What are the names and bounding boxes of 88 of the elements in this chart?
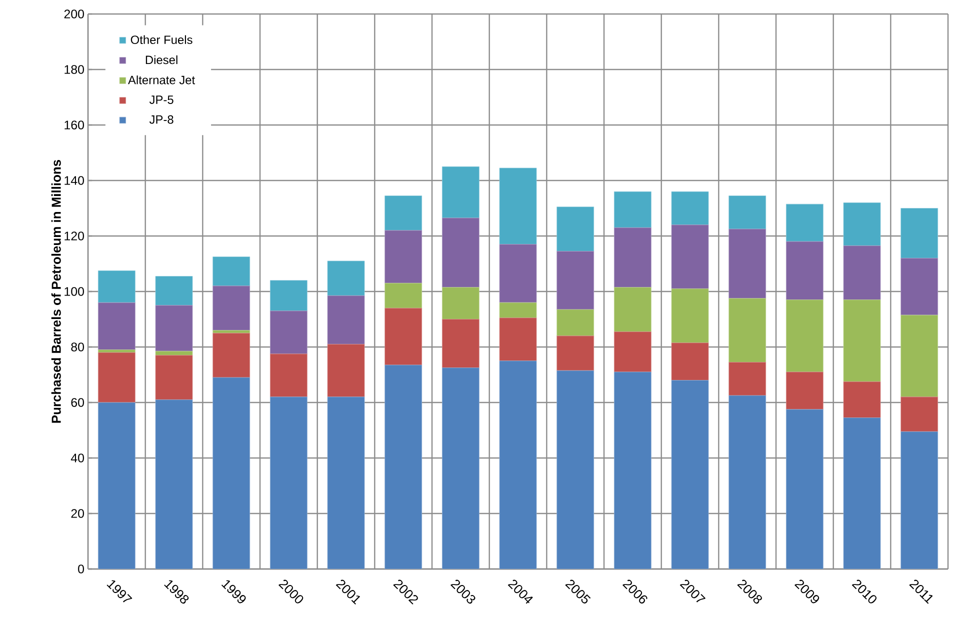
bar (327, 295, 365, 344)
bar (556, 336, 594, 371)
bar (327, 344, 365, 398)
bar (499, 302, 537, 318)
bar (728, 298, 766, 362)
y-tick-label: 160 (64, 120, 84, 130)
bar (614, 191, 652, 228)
bar (212, 378, 250, 569)
y-tick-label: 20 (71, 509, 84, 518)
bar (843, 300, 881, 382)
bar (156, 400, 193, 569)
legend-label: Alternate Jet (128, 75, 195, 84)
bar (556, 206, 594, 252)
bar (98, 352, 136, 403)
bar (786, 372, 824, 410)
y-tick-label: 80 (71, 342, 84, 352)
bar (442, 319, 480, 368)
legend-label: Diesel (146, 55, 178, 64)
bar (786, 409, 824, 569)
y-tick-label: 180 (64, 65, 84, 74)
bar (98, 402, 136, 569)
bar (212, 330, 250, 334)
bar (327, 260, 365, 296)
bar (900, 314, 938, 398)
bar (728, 396, 766, 569)
bar (843, 381, 881, 418)
bar (728, 228, 766, 299)
bar (671, 288, 709, 344)
bar (614, 227, 652, 288)
y-tick-label: 140 (64, 176, 84, 185)
y-tick-label: 100 (64, 287, 84, 296)
bar (900, 208, 938, 258)
bar (843, 245, 881, 300)
bar (843, 202, 881, 246)
bar (614, 287, 652, 332)
bar (212, 332, 250, 378)
bar (442, 166, 480, 218)
bar (212, 256, 250, 286)
bar (270, 354, 308, 398)
y-tick-label: 120 (64, 232, 84, 240)
bar (671, 342, 709, 380)
bar (728, 362, 766, 396)
bar (384, 230, 422, 284)
bar (270, 396, 308, 569)
bar (270, 280, 308, 312)
bar (442, 368, 480, 569)
bar (786, 241, 824, 300)
bar (499, 168, 537, 245)
bar (442, 287, 480, 320)
bar (728, 196, 766, 230)
bar (900, 396, 938, 432)
bar (900, 431, 938, 569)
bar (844, 418, 881, 569)
bar (98, 270, 136, 303)
bar (155, 305, 193, 352)
bar (556, 251, 594, 310)
bar (500, 360, 537, 569)
bar (499, 244, 537, 303)
y-tick-label: 40 (70, 454, 84, 462)
bar (155, 355, 193, 400)
bar (155, 276, 193, 306)
bar (614, 332, 652, 372)
y-tick-label: 0 (78, 564, 84, 574)
bar (212, 286, 250, 331)
bar (328, 396, 365, 569)
legend-label: JP-5 (149, 96, 174, 104)
bar (900, 258, 938, 316)
bar (614, 372, 652, 569)
bar (98, 302, 136, 350)
bar (786, 300, 824, 372)
bar (671, 191, 709, 226)
bar (672, 380, 709, 569)
y-axis-title: Purchased Barrels of Petroleum in Millions (51, 160, 61, 423)
bar (270, 310, 308, 354)
bar (499, 318, 537, 362)
bar (786, 204, 824, 242)
bar (384, 308, 422, 366)
bar (384, 365, 422, 569)
bar (384, 282, 422, 308)
legend-label: Other Fuels (130, 35, 192, 44)
legend-label: JP-8 (149, 115, 174, 124)
y-tick-label: 60 (71, 398, 84, 407)
bar (556, 309, 594, 336)
y-tick-label: 200 (64, 10, 84, 18)
bar (556, 370, 594, 569)
bar (384, 196, 422, 231)
bar (442, 218, 480, 288)
bar (671, 224, 709, 289)
